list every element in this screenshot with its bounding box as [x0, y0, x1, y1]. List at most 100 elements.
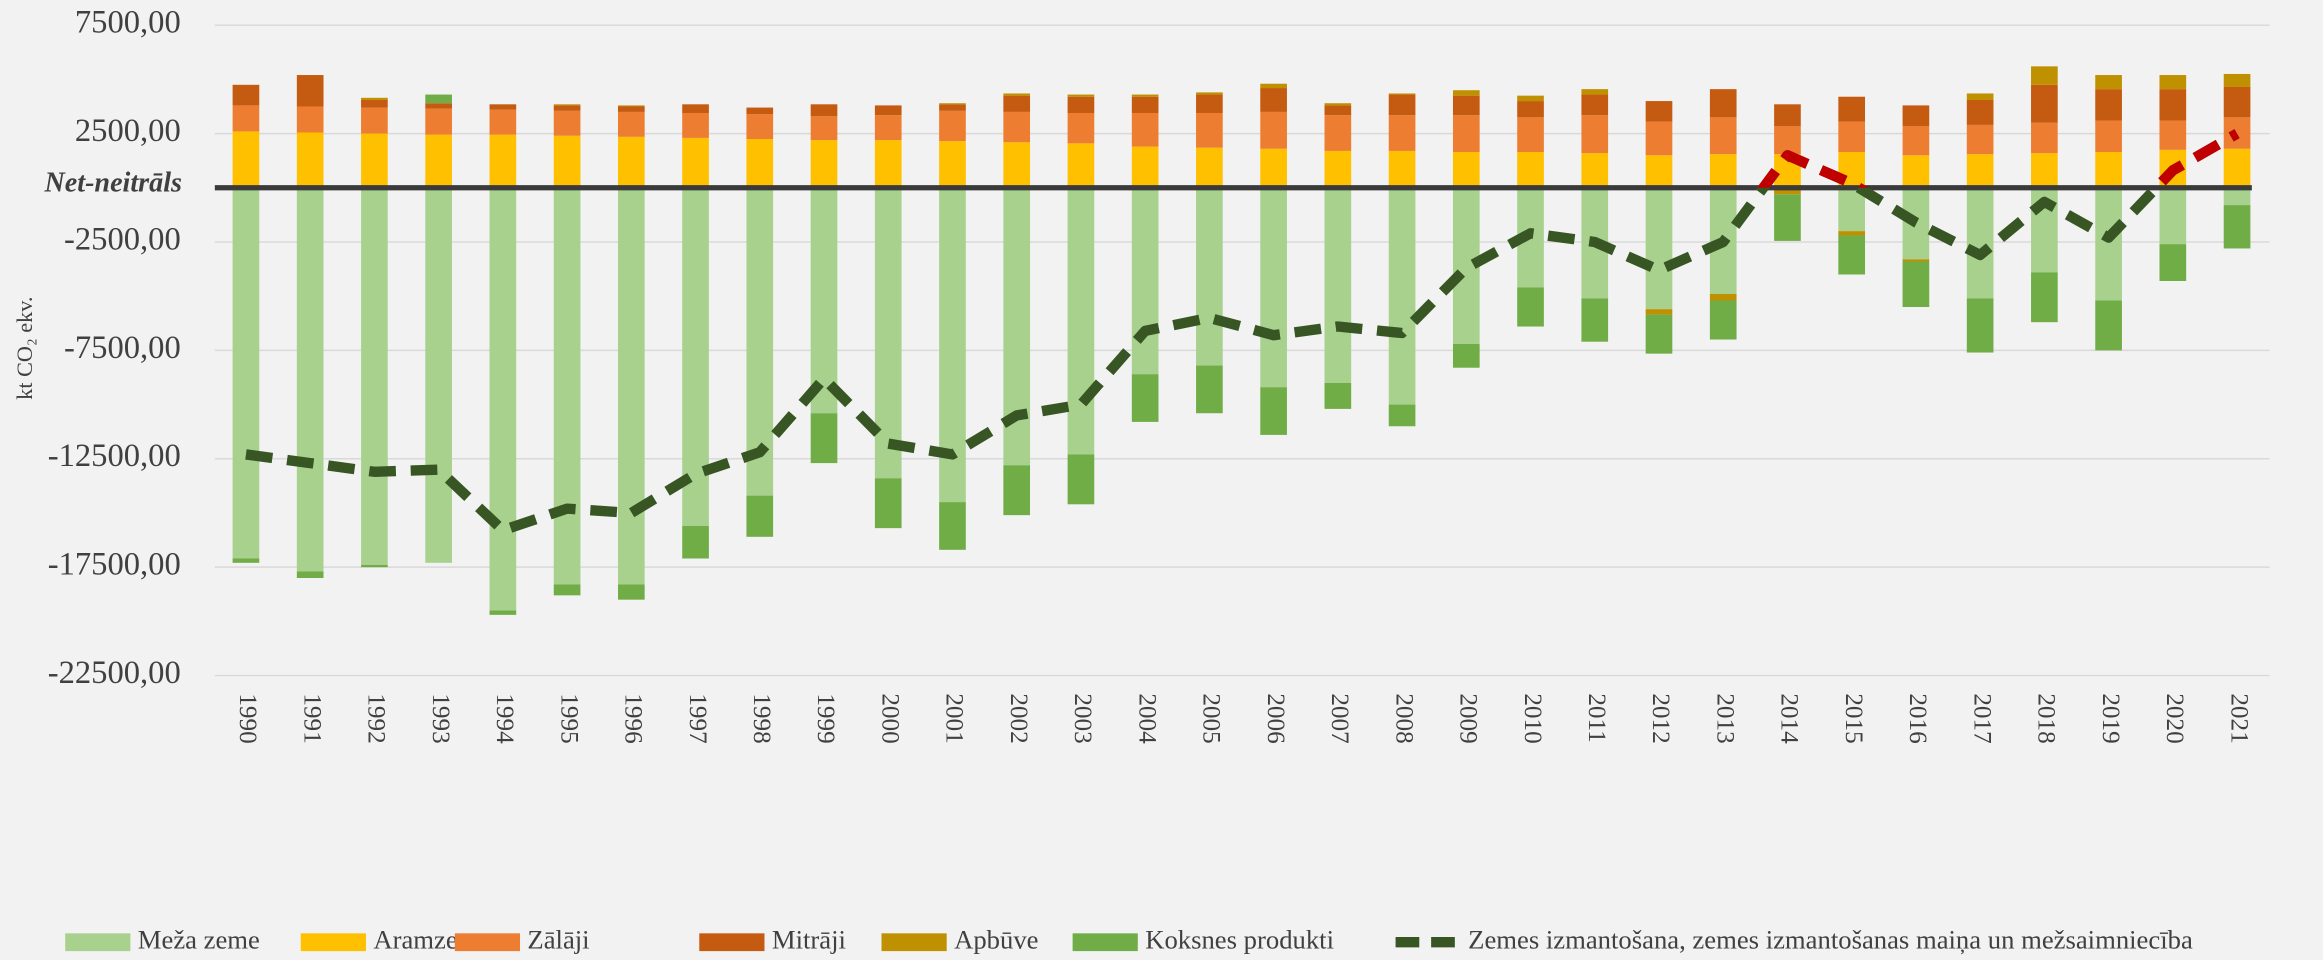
bar-segment [1131, 187, 1159, 375]
legend-swatch [454, 933, 521, 952]
x-tick-label: 2010 [1519, 693, 1546, 743]
bar-segment [1196, 365, 1223, 414]
bar-segment [1003, 93, 1031, 96]
legend-swatch [300, 933, 366, 952]
bar-segment [746, 114, 774, 139]
bar-segment [874, 140, 902, 188]
bar-segment [2031, 122, 2058, 154]
bar-segment [746, 495, 774, 537]
bar-segment [617, 111, 645, 137]
bar-segment [1003, 111, 1031, 143]
y-axis-label: kt CO₂ ekv. [12, 297, 37, 400]
bar-segment [425, 108, 452, 135]
bar-segment [2223, 117, 2251, 149]
bar-segment [1003, 142, 1031, 188]
bar-segment [2031, 84, 2058, 123]
bar-segment [2159, 89, 2187, 121]
bar-segment [617, 105, 645, 107]
bar-segment [939, 141, 966, 188]
bar-segment [425, 103, 452, 109]
bar-segment [553, 105, 581, 111]
bar-segment [1581, 115, 1609, 154]
bar-segment [2095, 300, 2122, 351]
bar-segment [746, 139, 774, 188]
bar-segment [1838, 121, 1866, 153]
bar-segment [1517, 287, 1544, 327]
x-tick-label: 2008 [1390, 693, 1417, 743]
x-tick-label: 2007 [1326, 693, 1353, 743]
legend-label: Zālāji [527, 924, 589, 954]
bar-segment [1260, 111, 1287, 149]
bar-segment [1838, 235, 1866, 275]
bar-segment [232, 105, 260, 132]
bar-segment [1131, 146, 1159, 188]
bar-segment [1067, 187, 1095, 455]
bar-segment [553, 135, 581, 188]
x-tick-label: 2014 [1776, 693, 1803, 744]
bar-segment [1003, 95, 1031, 112]
net-neutral-label: Net-neitrāls [43, 167, 182, 198]
y-tick-label: 7500,00 [75, 5, 181, 41]
bar-segment [1388, 404, 1416, 427]
bar-segment [682, 104, 709, 113]
bar-segment [1388, 94, 1416, 116]
x-tick-label: 2005 [1198, 693, 1225, 743]
bar-segment [682, 112, 709, 138]
bar-segment [617, 136, 645, 188]
bar-segment [1196, 187, 1223, 366]
bar-segment [874, 105, 902, 116]
bar-segment [1966, 124, 1994, 155]
bar-segment [1324, 103, 1352, 106]
bar-segment [1966, 154, 1994, 188]
bar-segment [296, 571, 324, 579]
bar-segment [1452, 152, 1480, 188]
bar-segment [939, 502, 966, 550]
bar-segment [296, 106, 324, 133]
x-tick-label: 2017 [1968, 693, 1995, 743]
x-tick-label: 1995 [555, 693, 582, 743]
bar-segment [746, 107, 774, 115]
bar-segment [361, 97, 388, 100]
bar-segment [296, 187, 324, 572]
bar-segment [810, 104, 838, 117]
bar-segment [1324, 187, 1352, 383]
x-tick-label: 1991 [298, 693, 325, 743]
bar-segment [1966, 93, 1994, 100]
x-tick-label: 2002 [1005, 693, 1032, 743]
bar-segment [1774, 104, 1801, 126]
x-tick-label: 2012 [1647, 693, 1674, 743]
bar-segment [489, 109, 517, 135]
bar-segment [1645, 314, 1673, 354]
legend-swatch [1072, 933, 1138, 952]
bar-segment [2159, 187, 2187, 245]
bar-segment [361, 187, 388, 565]
bar-segment [2223, 187, 2251, 206]
total-line [245, 129, 2240, 536]
bar-segment [2159, 75, 2187, 90]
bar-segment [2095, 187, 2122, 301]
x-tick-label: 1998 [748, 693, 775, 743]
bar-segment [810, 140, 838, 188]
x-tick-label: 1996 [620, 693, 647, 743]
bar-segment [1902, 261, 1930, 308]
bar-segment [1581, 298, 1609, 342]
bar-segment [1581, 94, 1609, 116]
legend-label: Apbūve [954, 924, 1038, 954]
bar-segment [1003, 465, 1031, 516]
bar-segment [1774, 125, 1801, 155]
y-tick-label: -2500,00 [64, 221, 181, 257]
bar-segment [1196, 112, 1223, 148]
x-tick-label: 2020 [2161, 693, 2188, 743]
bar-segment [232, 84, 260, 106]
bar-segment [810, 187, 838, 414]
y-tick-label: -12500,00 [48, 438, 181, 474]
bar-segment [2095, 152, 2122, 188]
bar-segment [2223, 86, 2251, 118]
bar-segment [361, 107, 388, 134]
x-tick-label: 1999 [812, 693, 839, 743]
x-tick-label: 2000 [876, 693, 903, 743]
bar-segment [489, 134, 517, 188]
y-tick-label: -7500,00 [64, 330, 181, 366]
bar-segment [553, 104, 581, 106]
